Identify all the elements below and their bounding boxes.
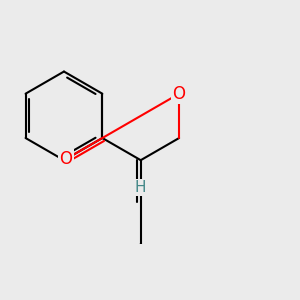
Text: O: O xyxy=(172,85,186,103)
Text: H: H xyxy=(135,180,146,195)
Text: O: O xyxy=(59,150,72,168)
